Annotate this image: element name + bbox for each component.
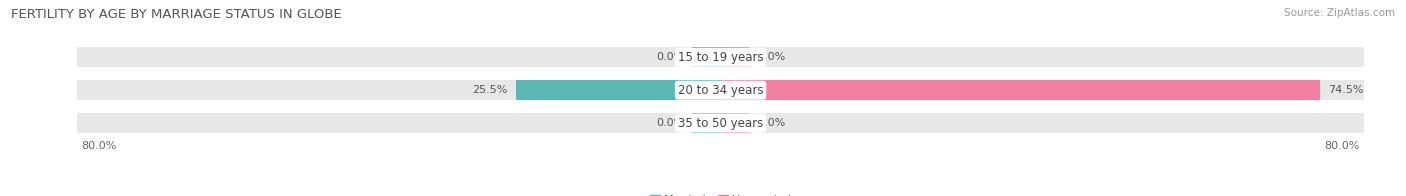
Bar xyxy=(692,113,721,133)
Text: 74.5%: 74.5% xyxy=(1327,85,1364,95)
Bar xyxy=(77,113,1364,133)
Bar xyxy=(77,80,1364,100)
Bar xyxy=(692,47,721,67)
Bar xyxy=(516,80,721,100)
Text: 25.5%: 25.5% xyxy=(472,85,508,95)
Bar xyxy=(721,113,749,133)
Text: Source: ZipAtlas.com: Source: ZipAtlas.com xyxy=(1284,8,1395,18)
Text: 35 to 50 years: 35 to 50 years xyxy=(678,117,763,130)
Text: 0.0%: 0.0% xyxy=(657,118,685,128)
Text: 80.0%: 80.0% xyxy=(1324,141,1360,151)
Text: FERTILITY BY AGE BY MARRIAGE STATUS IN GLOBE: FERTILITY BY AGE BY MARRIAGE STATUS IN G… xyxy=(11,8,342,21)
Bar xyxy=(721,47,749,67)
Bar xyxy=(77,47,1364,67)
Text: 0.0%: 0.0% xyxy=(657,52,685,62)
Legend: Married, Unmarried: Married, Unmarried xyxy=(645,190,796,196)
Text: 0.0%: 0.0% xyxy=(756,118,785,128)
Text: 15 to 19 years: 15 to 19 years xyxy=(678,51,763,64)
Text: 0.0%: 0.0% xyxy=(756,52,785,62)
Text: 20 to 34 years: 20 to 34 years xyxy=(678,84,763,97)
Text: 80.0%: 80.0% xyxy=(82,141,117,151)
Bar xyxy=(721,80,1320,100)
